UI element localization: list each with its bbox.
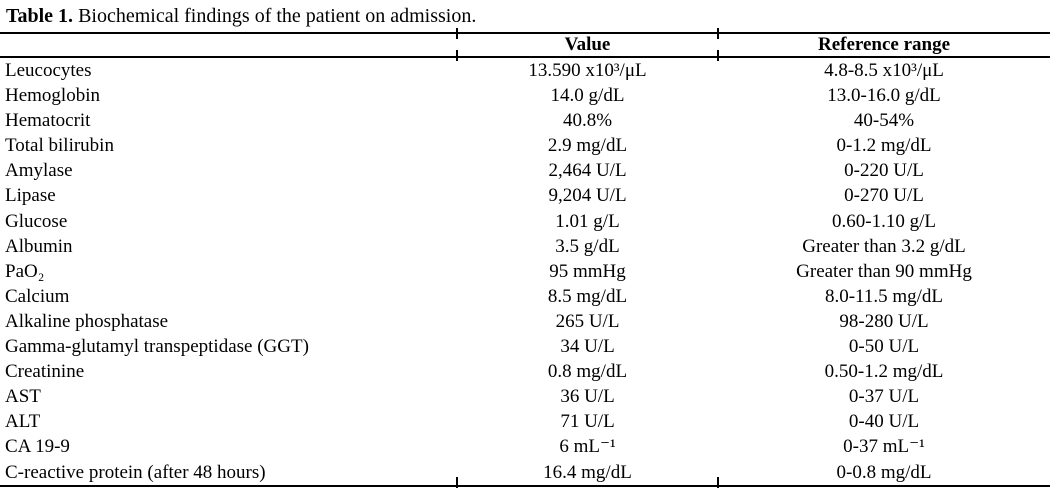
parameter-cell: ALT [5, 411, 41, 433]
table-row: Hemoglobin 14.0 g/dL 13.0-16.0 g/dL [0, 83, 1050, 108]
value-cell: 0.8 mg/dL [547, 361, 628, 383]
parameter-cell: Creatinine [5, 361, 85, 383]
value-cell: 1.01 g/L [555, 210, 620, 232]
value-cell: 95 mmHg [549, 260, 626, 282]
table-row: Amylase 2,464 U/L 0-220 U/L [0, 158, 1050, 183]
column-tick [717, 477, 719, 488]
value-cell: 36 U/L [560, 386, 615, 408]
value-cell: 2,464 U/L [548, 160, 627, 182]
column-tick [717, 28, 719, 39]
table-row: PaO₂ 95 mmHg Greater than 90 mmHg [0, 259, 1050, 284]
table-caption: Table 1. Biochemical findings of the pat… [6, 3, 476, 29]
table-row: Glucose 1.01 g/L 0.60-1.10 g/L [0, 209, 1050, 234]
value-cell: 13.590 x10³/μL [528, 60, 647, 81]
parameter-cell: Glucose [5, 210, 68, 232]
column-tick [456, 28, 458, 39]
table-caption-label: Table 1. [6, 5, 74, 27]
value-cell: 14.0 g/dL [550, 85, 625, 107]
table-row: Gamma-glutamyl transpeptidase (GGT) 34 U… [0, 334, 1050, 359]
column-tick [456, 50, 458, 61]
parameter-cell: Amylase [5, 160, 73, 182]
header-row: Value Reference range [0, 32, 1050, 58]
parameter-cell: C-reactive protein (after 48 hours) [0, 459, 457, 487]
header-parameter [0, 32, 457, 58]
parameter-cell: AST [5, 386, 41, 408]
table-row: Total bilirubin 2.9 mg/dL 0-1.2 mg/dL [0, 133, 1050, 158]
value-cell: 8.5 mg/dL [547, 285, 628, 307]
value-cell: 6 mL⁻¹ [559, 436, 616, 458]
parameter-cell: Leucocytes [5, 60, 92, 81]
parameter-cell: Lipase [5, 185, 56, 207]
table-row: CA 19-9 6 mL⁻¹ 0-37 mL⁻¹ [0, 434, 1050, 459]
reference-cell: 0-1.2 mg/dL [836, 135, 932, 157]
parameter-cell: Total bilirubin [5, 135, 114, 157]
parameter-cell: Calcium [5, 285, 70, 307]
reference-cell: Greater than 90 mmHg [796, 260, 972, 282]
value-cell: 265 U/L [555, 310, 620, 332]
reference-cell: 0-0.8 mg/dL [718, 459, 1050, 487]
value-cell: 34 U/L [560, 336, 615, 358]
reference-cell: 0-220 U/L [844, 160, 924, 182]
table-row: Lipase 9,204 U/L 0-270 U/L [0, 183, 1050, 208]
table-row: Alkaline phosphatase 265 U/L 98-280 U/L [0, 309, 1050, 334]
table-row: Leucocytes 13.590 x10³/μL 4.8-8.5 x10³/μ… [0, 57, 1050, 83]
reference-cell: 40-54% [853, 110, 915, 132]
value-cell: 3.5 g/dL [555, 235, 620, 257]
reference-cell: 0-40 U/L [848, 411, 920, 433]
reference-cell: 0-270 U/L [844, 185, 924, 207]
table-body: Leucocytes 13.590 x10³/μL 4.8-8.5 x10³/μ… [0, 57, 1050, 487]
table-row: Albumin 3.5 g/dL Greater than 3.2 g/dL [0, 234, 1050, 259]
parameter-cell: Gamma-glutamyl transpeptidase (GGT) [5, 336, 309, 358]
header-reference-range: Reference range [718, 32, 1050, 58]
table-row: Creatinine 0.8 mg/dL 0.50-1.2 mg/dL [0, 359, 1050, 384]
header-value: Value [457, 32, 718, 58]
value-cell: 71 U/L [560, 411, 615, 433]
table-row: Calcium 8.5 mg/dL 8.0-11.5 mg/dL [0, 284, 1050, 309]
table-row: ALT 71 U/L 0-40 U/L [0, 409, 1050, 434]
reference-cell: 0-37 mL⁻¹ [843, 436, 925, 458]
reference-cell: 8.0-11.5 mg/dL [824, 285, 944, 307]
column-tick [717, 50, 719, 61]
biochemical-findings-table: Value Reference range Leucocytes 13.590 … [0, 32, 1050, 487]
reference-cell: 0.60-1.10 g/L [832, 210, 936, 232]
reference-cell: Greater than 3.2 g/dL [802, 235, 966, 257]
column-tick [456, 477, 458, 488]
value-cell: 40.8% [562, 110, 613, 132]
parameter-cell: Hemoglobin [5, 85, 100, 107]
parameter-cell: Hematocrit [5, 110, 91, 132]
table-row: AST 36 U/L 0-37 U/L [0, 384, 1050, 409]
table-row: C-reactive protein (after 48 hours) 16.4… [0, 459, 1050, 487]
reference-cell: 98-280 U/L [839, 310, 929, 332]
reference-cell: 4.8-8.5 x10³/μL [824, 60, 944, 81]
reference-cell: 0-37 U/L [848, 386, 920, 408]
parameter-cell: Alkaline phosphatase [5, 310, 169, 332]
value-cell: 2.9 mg/dL [547, 135, 628, 157]
table-header: Value Reference range [0, 32, 1050, 58]
table-row: Hematocrit 40.8% 40-54% [0, 108, 1050, 133]
parameter-cell: Albumin [5, 235, 73, 257]
reference-cell: 0.50-1.2 mg/dL [824, 361, 944, 383]
table-caption-text: Biochemical findings of the patient on a… [73, 5, 477, 27]
parameter-cell: CA 19-9 [5, 436, 70, 458]
parameter-cell: PaO₂ [5, 260, 45, 282]
reference-cell: 13.0-16.0 g/dL [827, 85, 941, 107]
value-cell: 16.4 mg/dL [457, 459, 718, 487]
reference-cell: 0-50 U/L [848, 336, 920, 358]
value-cell: 9,204 U/L [548, 185, 627, 207]
